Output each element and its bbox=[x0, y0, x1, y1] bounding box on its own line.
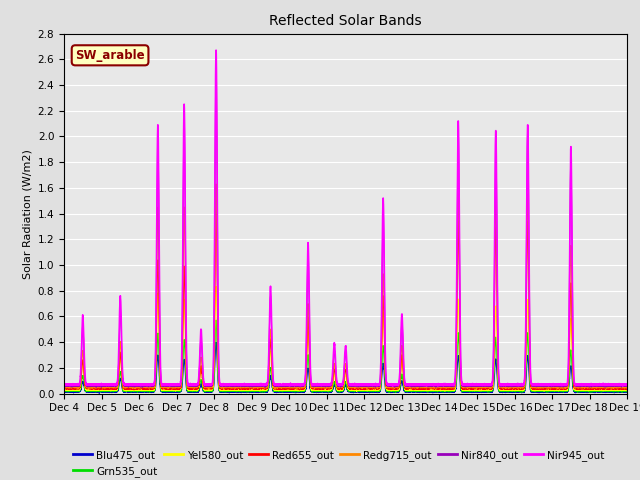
Redg715_out bbox=[252, 384, 259, 390]
Yel580_out bbox=[252, 387, 259, 393]
Nir945_out bbox=[212, 47, 220, 53]
Grn535_out bbox=[593, 388, 600, 394]
Line: Nir840_out: Nir840_out bbox=[64, 62, 627, 387]
Yel580_out bbox=[327, 387, 335, 393]
Blu475_out bbox=[623, 388, 631, 394]
Nir840_out bbox=[261, 384, 269, 390]
Nir945_out bbox=[252, 382, 259, 387]
Yel580_out bbox=[600, 387, 607, 393]
Nir840_out bbox=[623, 383, 631, 389]
Red655_out bbox=[60, 385, 68, 391]
Yel580_out bbox=[593, 387, 600, 393]
Red655_out bbox=[327, 386, 335, 392]
Blu475_out bbox=[488, 389, 495, 395]
Text: SW_arable: SW_arable bbox=[76, 49, 145, 62]
Redg715_out bbox=[623, 385, 631, 391]
Grn535_out bbox=[488, 388, 495, 394]
Redg715_out bbox=[600, 384, 607, 389]
Blu475_out bbox=[600, 389, 607, 395]
Grn535_out bbox=[327, 388, 335, 394]
Legend: Blu475_out, Grn535_out, Yel580_out, Red655_out, Redg715_out, Nir840_out, Nir945_: Blu475_out, Grn535_out, Yel580_out, Red6… bbox=[69, 445, 609, 480]
Blu475_out bbox=[60, 389, 68, 395]
Nir840_out bbox=[488, 383, 495, 388]
Yel580_out bbox=[472, 386, 479, 392]
Redg715_out bbox=[472, 384, 479, 390]
Line: Blu475_out: Blu475_out bbox=[64, 343, 627, 393]
Nir945_out bbox=[327, 382, 335, 387]
Red655_out bbox=[130, 387, 138, 393]
Grn535_out bbox=[60, 388, 68, 394]
Red655_out bbox=[252, 386, 259, 392]
Yel580_out bbox=[623, 387, 631, 393]
Blu475_out bbox=[472, 389, 479, 395]
Redg715_out bbox=[488, 385, 495, 391]
Nir945_out bbox=[60, 382, 68, 387]
Nir840_out bbox=[593, 382, 600, 388]
Nir945_out bbox=[593, 382, 600, 388]
Redg715_out bbox=[473, 386, 481, 392]
Nir840_out bbox=[472, 383, 479, 389]
Redg715_out bbox=[593, 385, 600, 391]
Nir945_out bbox=[619, 383, 627, 389]
Yel580_out bbox=[488, 386, 495, 392]
Redg715_out bbox=[327, 384, 335, 390]
Red655_out bbox=[623, 385, 631, 391]
Blu475_out bbox=[212, 340, 220, 346]
Nir840_out bbox=[327, 383, 335, 389]
Nir840_out bbox=[60, 383, 68, 389]
Grn535_out bbox=[472, 388, 479, 394]
Red655_out bbox=[212, 206, 220, 212]
Nir945_out bbox=[472, 382, 479, 387]
Blu475_out bbox=[95, 390, 103, 396]
Yel580_out bbox=[60, 387, 68, 393]
Line: Yel580_out: Yel580_out bbox=[64, 287, 627, 392]
Blu475_out bbox=[593, 389, 600, 395]
Grn535_out bbox=[618, 390, 626, 396]
Yel580_out bbox=[353, 389, 360, 395]
Grn535_out bbox=[212, 317, 220, 323]
Nir840_out bbox=[600, 383, 607, 389]
Nir840_out bbox=[212, 59, 220, 65]
Grn535_out bbox=[623, 388, 631, 394]
Title: Reflected Solar Bands: Reflected Solar Bands bbox=[269, 14, 422, 28]
Nir945_out bbox=[600, 382, 607, 388]
Line: Grn535_out: Grn535_out bbox=[64, 320, 627, 393]
Redg715_out bbox=[60, 384, 68, 390]
Redg715_out bbox=[212, 181, 220, 187]
Y-axis label: Solar Radiation (W/m2): Solar Radiation (W/m2) bbox=[22, 149, 32, 278]
Red655_out bbox=[472, 385, 479, 391]
Line: Red655_out: Red655_out bbox=[64, 209, 627, 390]
Red655_out bbox=[593, 386, 600, 392]
Yel580_out bbox=[212, 284, 220, 289]
Line: Redg715_out: Redg715_out bbox=[64, 184, 627, 389]
Line: Nir945_out: Nir945_out bbox=[64, 50, 627, 386]
Nir945_out bbox=[623, 382, 631, 388]
Red655_out bbox=[488, 385, 495, 391]
Red655_out bbox=[600, 385, 607, 391]
Blu475_out bbox=[327, 389, 335, 395]
Nir840_out bbox=[252, 383, 259, 389]
Blu475_out bbox=[252, 390, 259, 396]
Grn535_out bbox=[600, 387, 607, 393]
Grn535_out bbox=[252, 388, 259, 394]
Nir945_out bbox=[488, 381, 495, 387]
